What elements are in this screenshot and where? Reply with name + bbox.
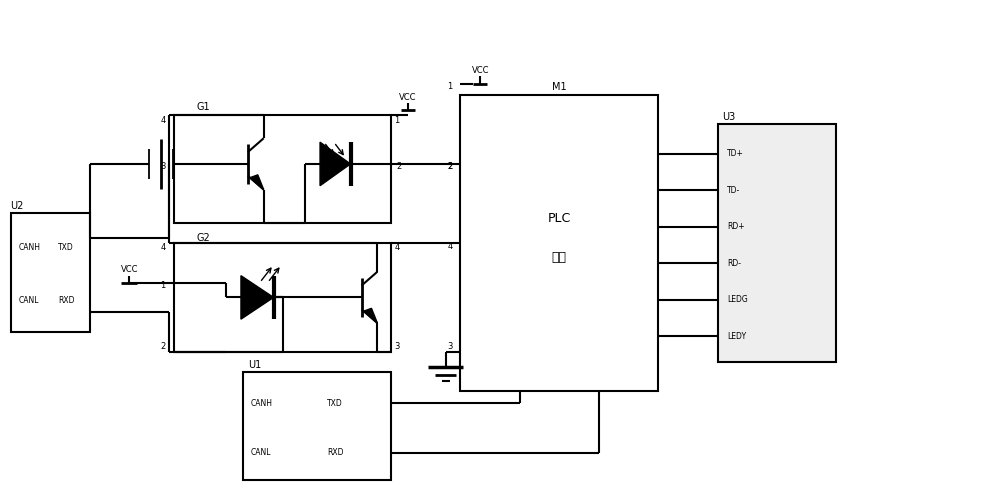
Text: 2: 2: [447, 162, 453, 172]
Bar: [11, 213, 90, 332]
Text: 3: 3: [447, 342, 453, 352]
Text: 2: 2: [161, 342, 166, 352]
Polygon shape: [364, 308, 377, 323]
Bar: [460, 95, 658, 391]
Text: CANL: CANL: [251, 448, 271, 457]
Text: 1: 1: [161, 281, 166, 290]
Text: TXD: TXD: [327, 399, 343, 408]
Bar: [718, 124, 836, 362]
Text: VCC: VCC: [471, 66, 489, 74]
Text: 1: 1: [394, 116, 399, 125]
Text: PLC: PLC: [548, 212, 571, 225]
Text: G2: G2: [197, 233, 210, 243]
Polygon shape: [241, 276, 274, 319]
Text: RXD: RXD: [58, 296, 75, 305]
Text: 2: 2: [396, 162, 401, 172]
Text: TXD: TXD: [58, 244, 74, 252]
Text: RD+: RD+: [727, 222, 745, 231]
Bar: [243, 372, 391, 480]
Text: 模块: 模块: [552, 251, 567, 264]
Text: 4: 4: [394, 244, 399, 252]
Text: M1: M1: [552, 82, 567, 92]
Text: 4: 4: [447, 242, 453, 250]
Text: 3: 3: [394, 342, 400, 352]
Polygon shape: [320, 142, 351, 186]
Text: 4: 4: [161, 244, 166, 252]
Text: 4: 4: [161, 116, 166, 125]
Bar: [174, 243, 391, 352]
Text: RXD: RXD: [327, 448, 343, 457]
Bar: [174, 114, 391, 223]
Text: TD+: TD+: [727, 149, 744, 158]
Text: U1: U1: [248, 360, 261, 370]
Text: G1: G1: [197, 102, 210, 111]
Text: 2: 2: [447, 162, 453, 172]
Text: U2: U2: [11, 202, 24, 211]
Text: 1: 1: [447, 82, 453, 91]
Text: CANL: CANL: [18, 296, 39, 305]
Text: LEDY: LEDY: [727, 332, 747, 341]
Text: VCC: VCC: [399, 93, 417, 102]
Text: RD-: RD-: [727, 259, 741, 268]
Text: VCC: VCC: [120, 265, 138, 274]
Text: U3: U3: [722, 112, 736, 122]
Text: 3: 3: [160, 162, 166, 172]
Polygon shape: [250, 175, 264, 190]
Text: CANH: CANH: [251, 399, 273, 408]
Text: LEDG: LEDG: [727, 295, 748, 304]
Text: CANH: CANH: [18, 244, 40, 252]
Text: TD-: TD-: [727, 185, 741, 195]
